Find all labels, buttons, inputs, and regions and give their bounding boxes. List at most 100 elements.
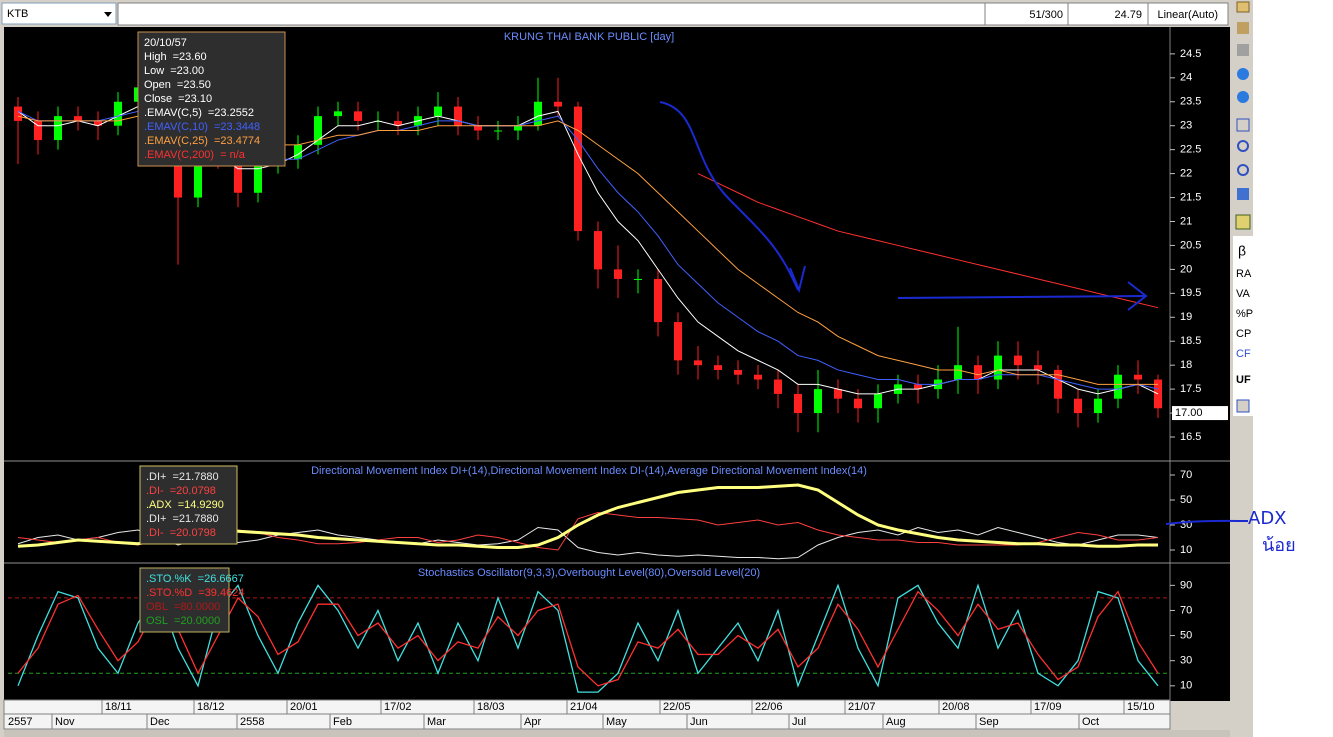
readout-value: =23.60 [173,51,207,63]
readout-row: .DI- =20.0798 [146,527,216,539]
readout-value: =20.0798 [170,485,216,497]
panel-title: KRUNG THAI BANK PUBLIC [day] [504,31,674,43]
readout-row: .EMAV(C,200) = n/a [144,149,246,161]
trend-arrow [897,295,1146,299]
candle-body [594,231,602,270]
candle-body [634,278,642,280]
symbol-dropdown[interactable] [1,2,117,25]
tool-icon[interactable] [1236,1,1250,13]
annotations [659,101,1249,525]
readout-row: OSL =20.0000 [146,615,220,627]
candle-body [1074,398,1082,414]
candle-body [654,278,662,323]
readout-row: .EMAV(C,25) =23.4774 [144,135,260,147]
panel-title: Directional Movement Index DI+(14),Direc… [311,465,867,477]
candle-body [1094,398,1102,414]
candle-body [434,106,442,117]
readout-value: =80.0000 [174,601,220,613]
period-label: Dec [150,716,170,728]
candle-body [714,365,722,370]
date-label: 20/08 [942,701,970,713]
candle-body [74,116,82,121]
y-tick-label: 10 [1180,544,1192,556]
tool-icon[interactable] [1235,214,1251,230]
y-tick-label: 21.5 [1180,191,1201,203]
dropdown-arrow[interactable] [104,12,112,17]
candle-body [1014,355,1022,366]
candle-body [254,164,262,193]
readout-label: Low [144,65,164,77]
readout-row: .DI+ =21.7880 [146,471,219,483]
candle-body [194,154,202,198]
readout-row: .DI+ =21.7880 [146,513,219,525]
readout-row: .ADX =14.9290 [146,499,224,511]
readout-label: .EMAV(C,10) [144,121,208,133]
price: 24.79 [1114,9,1142,21]
readout-row: High =23.60 [144,51,207,63]
side-item[interactable]: UF [1236,374,1251,386]
candle-body [354,111,362,121]
candle-body [974,365,982,380]
candle-body [94,120,102,126]
readout-row: Low =23.00 [144,65,204,77]
readout-label: .DI+ [146,471,166,483]
scrollbar[interactable] [4,730,1230,737]
tool-icon[interactable] [1237,44,1249,56]
tool-icon[interactable] [1236,118,1250,132]
side-item[interactable]: %P [1236,308,1253,320]
tool-icon[interactable] [1237,22,1249,34]
y-tick-label: 22 [1180,168,1192,180]
candle-body [774,379,782,394]
side-item[interactable]: RA [1236,268,1252,280]
y-tick-label: 30 [1180,519,1192,531]
candle-body [454,106,462,126]
zoom-out[interactable] [1237,91,1249,103]
scale-mode[interactable]: Linear(Auto) [1157,9,1218,21]
period-label: Nov [55,716,75,728]
y-tick-label: 19 [1180,311,1192,323]
zoom-in[interactable] [1237,68,1249,80]
candle-body [1134,374,1142,380]
candle-body [674,322,682,361]
tool-icon[interactable] [1237,188,1249,200]
candle-body [14,106,22,121]
plots: KRUNG THAI BANK PUBLIC [day]16.51717.518… [8,31,1228,693]
side-item[interactable]: VA [1236,288,1251,300]
candle-body [34,120,42,141]
candle-body [474,125,482,131]
arrow-head [789,265,806,294]
tool-icon[interactable] [1237,164,1249,176]
candle-body [874,393,882,409]
y-tick-label: 70 [1180,604,1192,616]
position: 51/300 [1029,9,1063,21]
tool-icon[interactable] [1237,140,1249,152]
readout-label: .DI- [146,527,164,539]
candle-body [994,355,1002,380]
annotation-text: ADX [1248,508,1287,529]
date-label: 21/07 [848,701,876,713]
candle-body [574,106,582,232]
y-tick-label: 18.5 [1180,335,1201,347]
candle-body [534,101,542,126]
candle-body [814,389,822,414]
period-label: Oct [1082,716,1099,728]
tool-icon[interactable] [1236,399,1250,413]
readout-label: .ADX [146,499,172,511]
y-tick-label: 23 [1180,120,1192,132]
side-item[interactable]: β [1238,243,1246,259]
side-item[interactable]: CF [1236,348,1251,360]
readout-row: .EMAV(C,10) =23.3448 [144,121,260,133]
y-tick-label: 23.5 [1180,96,1201,108]
y-tick-label: 20 [1180,263,1192,275]
candle-body [834,389,842,399]
symbol[interactable]: KTB [7,8,28,20]
readout-value: =14.9290 [178,499,224,511]
candle-body [754,374,762,380]
side-item[interactable]: CP [1236,328,1251,340]
date-label: 21/04 [570,701,598,713]
candle-body [734,369,742,375]
period-label: Sep [979,716,999,728]
readout-value: =23.3448 [214,121,260,133]
candle-body [394,120,402,126]
pointer-line [1165,519,1249,525]
